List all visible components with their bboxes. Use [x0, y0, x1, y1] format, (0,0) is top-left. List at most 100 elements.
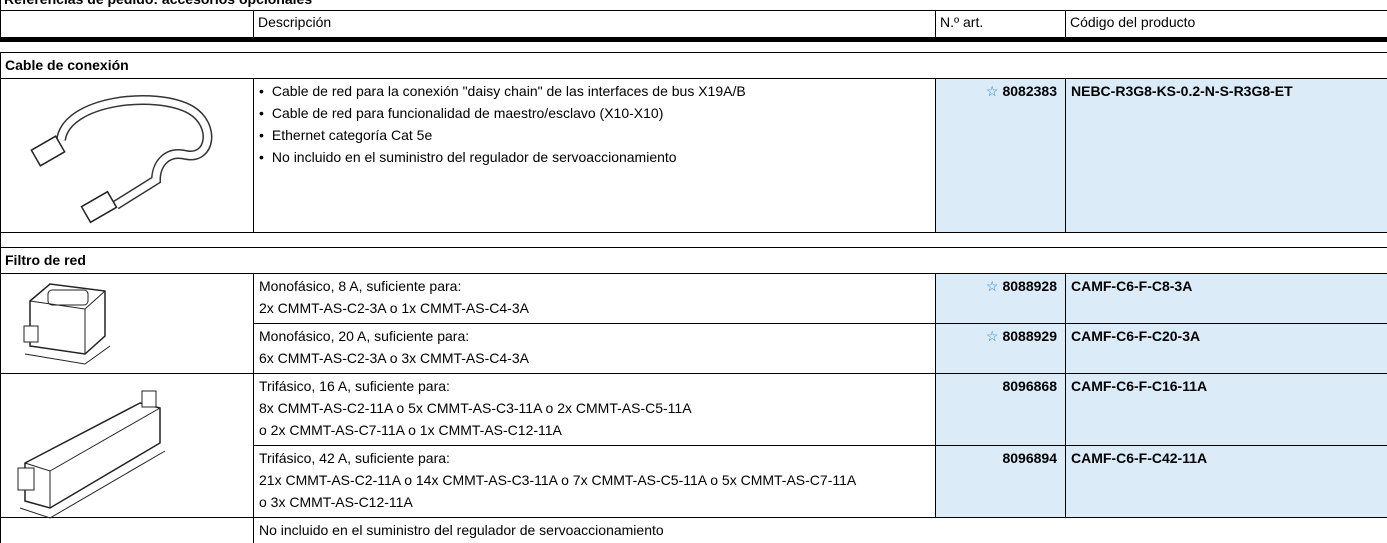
rule — [0, 232, 1, 249]
rule — [253, 323, 1387, 324]
rule — [1065, 78, 1066, 232]
rule — [935, 10, 936, 38]
rule — [0, 373, 1, 445]
rule — [253, 373, 254, 445]
description-text: 6x CMMT-AS-C2-3A o 3x CMMT-AS-C4-3A — [259, 350, 529, 366]
description-text: Trifásico, 42 A, suficiente para: — [259, 450, 450, 466]
rule — [0, 517, 1387, 518]
rule — [253, 78, 254, 232]
description-text: Trifásico, 16 A, suficiente para: — [259, 378, 450, 394]
product-image — [6, 80, 246, 233]
description-line: • Cable de red para funcionalidad de maes… — [259, 102, 663, 124]
highlight-cell — [936, 79, 1387, 232]
description-text: o 2x CMMT-AS-C7-11A o 1x CMMT-AS-C12-11A — [259, 422, 562, 438]
rule — [0, 52, 1, 78]
star-icon: ☆ — [985, 83, 999, 99]
note: No incluido en el suministro del regulad… — [259, 522, 664, 538]
rule — [0, 517, 1, 543]
bullet: • — [259, 127, 264, 143]
rule — [0, 78, 1387, 79]
description-line: • No incluido en el suministro del regula… — [259, 146, 677, 168]
description-line: 6x CMMT-AS-C2-3A o 3x CMMT-AS-C4-3A — [259, 347, 529, 369]
rule — [935, 373, 936, 445]
description-text: 21x CMMT-AS-C2-11A o 14x CMMT-AS-C3-11A … — [259, 472, 857, 488]
product-code: CAMF-C6-F-C42-11A — [1071, 450, 1208, 466]
product-image — [10, 383, 180, 536]
column-header: Descripción — [258, 14, 332, 30]
description-text: Cable de red para la conexión "daisy cha… — [271, 83, 746, 99]
highlight-cell — [936, 324, 1387, 373]
rule — [0, 373, 1387, 374]
title: Referencias de pedido: accesorios opcion… — [4, 0, 312, 10]
product-code: CAMF-C6-F-C8-3A — [1071, 278, 1193, 294]
description-line: Monofásico, 20 A, suficiente para: — [259, 325, 469, 347]
part-number: ☆ 8088928 — [941, 275, 1057, 297]
description-line: o 3x CMMT-AS-C12-11A — [259, 491, 413, 513]
rule — [0, 232, 1387, 233]
rule — [935, 445, 936, 517]
rule — [1065, 373, 1066, 445]
rule — [0, 78, 1, 232]
part-number: ☆ 8088929 — [941, 325, 1057, 347]
rule — [0, 247, 1, 273]
product-code: CAMF-C6-F-C16-11A — [1071, 378, 1208, 394]
part-number-text: 8096894 — [1002, 450, 1057, 466]
rule — [935, 323, 936, 373]
product-code: CAMF-C6-F-C20-3A — [1071, 328, 1201, 344]
rule — [0, 323, 1, 373]
description-line: Monofásico, 8 A, suficiente para: — [259, 275, 461, 297]
rule — [1065, 273, 1066, 323]
section-title: Filtro de red — [5, 252, 86, 268]
rule — [0, 52, 1387, 53]
part-number-text: 8096868 — [1002, 378, 1057, 394]
rule — [253, 273, 254, 323]
rule — [253, 10, 254, 38]
star-icon: ☆ — [985, 328, 999, 344]
rule — [0, 10, 1387, 11]
rule — [0, 273, 1, 323]
highlight-cell — [936, 446, 1387, 517]
part-number: ☆ 8082383 — [941, 80, 1057, 102]
description-line: • Cable de red para la conexión "daisy ch… — [259, 80, 746, 102]
description-line: 2x CMMT-AS-C2-3A o 1x CMMT-AS-C4-3A — [259, 297, 529, 319]
description-line: 8x CMMT-AS-C2-11A o 5x CMMT-AS-C3-11A o … — [259, 397, 692, 419]
rule — [0, 273, 1387, 274]
rule — [0, 37, 1387, 42]
rule — [0, 247, 1387, 248]
rule — [1065, 10, 1066, 38]
part-number-text: 8082383 — [1002, 83, 1057, 99]
rule — [935, 78, 936, 232]
part-number-text: 8088929 — [1002, 328, 1057, 344]
product-image — [10, 276, 120, 374]
bullet: • — [259, 83, 264, 99]
highlight-cell — [936, 274, 1387, 323]
highlight-cell — [936, 374, 1387, 445]
description-text: No incluido en el suministro del regulad… — [271, 149, 677, 165]
description-line: • Ethernet categoría Cat 5e — [259, 124, 432, 146]
description-text: Ethernet categoría Cat 5e — [271, 127, 433, 143]
part-number: 8096868 — [941, 375, 1057, 397]
product-code: NEBC-R3G8-KS-0.2-N-S-R3G8-ET — [1071, 83, 1293, 99]
description-line: 21x CMMT-AS-C2-11A o 14x CMMT-AS-C3-11A … — [259, 469, 856, 491]
description-text: o 3x CMMT-AS-C12-11A — [259, 494, 413, 510]
description-text: Monofásico, 8 A, suficiente para: — [259, 278, 462, 294]
section-title: Cable de conexión — [5, 57, 129, 73]
rule — [253, 323, 254, 373]
rule — [253, 445, 254, 517]
rule — [0, 0, 1, 38]
part-number-text: 8088928 — [1002, 278, 1057, 294]
rule — [1065, 445, 1066, 517]
rule — [935, 273, 936, 323]
column-header: N.º art. — [940, 14, 984, 30]
rule — [253, 517, 254, 543]
description-text: Monofásico, 20 A, suficiente para: — [259, 328, 470, 344]
description-text: Cable de red para funcionalidad de maest… — [271, 105, 664, 121]
bullet: • — [259, 149, 264, 165]
description-text: 2x CMMT-AS-C2-3A o 1x CMMT-AS-C4-3A — [259, 300, 529, 316]
rule — [1065, 323, 1066, 373]
description-text: 8x CMMT-AS-C2-11A o 5x CMMT-AS-C3-11A o … — [259, 400, 692, 416]
description-line: o 2x CMMT-AS-C7-11A o 1x CMMT-AS-C12-11A — [259, 419, 562, 441]
star-icon: ☆ — [985, 278, 999, 294]
part-number: 8096894 — [941, 447, 1057, 469]
